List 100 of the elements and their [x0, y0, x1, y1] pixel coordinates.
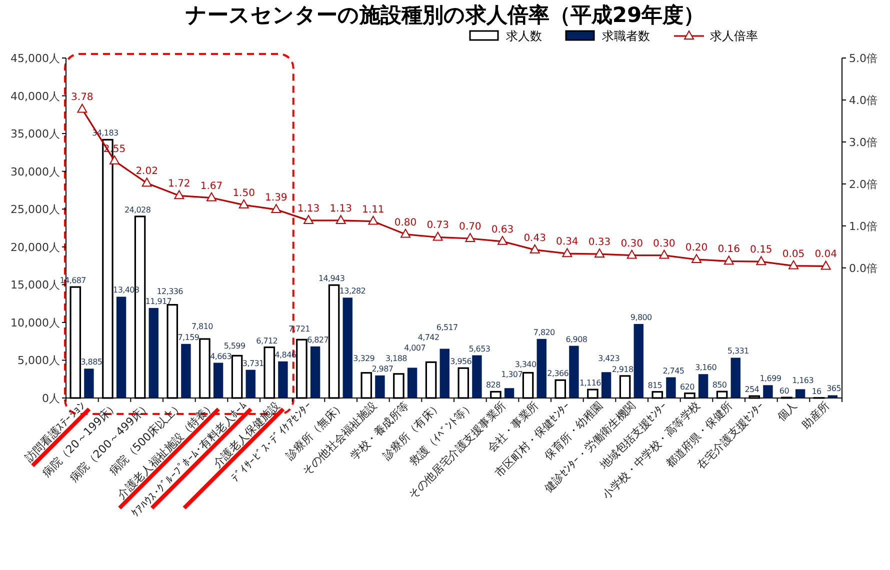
- point: [530, 244, 540, 254]
- bar: [634, 324, 644, 398]
- data-label: 0.05: [782, 248, 805, 260]
- point: [336, 214, 346, 224]
- chart-title: ナースセンターの施設種別の求人倍率（平成29年度）: [185, 3, 705, 27]
- data-label: 1,116: [580, 378, 602, 388]
- point: [659, 250, 670, 259]
- bar: [440, 348, 450, 398]
- point: [465, 232, 476, 242]
- data-label: 3,340: [514, 360, 536, 369]
- data-label: 815: [648, 380, 662, 390]
- y-tick-label: 35,000人: [10, 128, 60, 141]
- bar: [472, 355, 482, 398]
- data-label: 5,331: [727, 346, 750, 356]
- y-tick-label: 10,000人: [10, 316, 60, 330]
- data-label: 4,742: [418, 333, 440, 342]
- data-label: 0.04: [814, 249, 837, 260]
- y2-tick-label: 1.0倍: [849, 220, 878, 233]
- data-label: 850: [712, 380, 727, 390]
- point: [756, 256, 766, 266]
- bar: [730, 358, 740, 398]
- data-label: 16: [812, 386, 822, 396]
- data-label: 1.67: [200, 180, 223, 192]
- point: [238, 199, 249, 208]
- data-label: 11,917: [145, 296, 172, 306]
- data-label: 0.43: [524, 232, 546, 244]
- data-label: 24,028: [124, 205, 151, 214]
- point: [77, 104, 88, 113]
- data-label: 6,908: [566, 334, 588, 344]
- data-label: 0.33: [588, 237, 611, 248]
- data-label: 4,007: [404, 344, 426, 353]
- data-label: 2.02: [136, 166, 158, 178]
- data-label: 1.39: [265, 192, 288, 204]
- bar: [246, 370, 256, 398]
- bar: [148, 308, 158, 398]
- data-label: 3,956: [450, 357, 472, 366]
- legend-label: 求人倍率: [710, 29, 758, 43]
- bar: [666, 377, 676, 398]
- data-label: 1.11: [362, 204, 384, 216]
- point: [724, 256, 734, 265]
- y-tick-label: 45,000人: [10, 52, 60, 65]
- x-tick-label: 助産所: [799, 398, 832, 432]
- data-label: 2,745: [662, 366, 684, 376]
- legend-label: 求職者数: [602, 29, 650, 43]
- point: [304, 214, 314, 224]
- y-tick-label: 40,000人: [10, 90, 60, 103]
- y-tick-label: 15,000人: [10, 278, 60, 292]
- data-label: 1,699: [760, 374, 782, 384]
- data-label: 3,160: [695, 363, 717, 372]
- data-label: 1,163: [792, 376, 814, 386]
- y-tick-label: 20,000人: [10, 240, 60, 254]
- point: [562, 248, 572, 258]
- data-label: 0.16: [718, 244, 740, 256]
- point: [142, 178, 152, 187]
- y2-tick-label: 3.0倍: [849, 136, 878, 149]
- data-label: 5,653: [468, 344, 490, 354]
- data-label: 0.70: [459, 221, 482, 232]
- data-label: 1.13: [297, 203, 320, 214]
- data-label: 4,846: [274, 350, 296, 360]
- x-tick-label: 個人: [774, 398, 800, 424]
- data-label: 0.80: [394, 217, 417, 228]
- bar: [763, 385, 773, 398]
- bar: [536, 338, 546, 398]
- data-label: 3.78: [71, 92, 94, 104]
- data-label: 9,800: [630, 312, 652, 322]
- point: [820, 260, 831, 270]
- point: [400, 228, 410, 238]
- data-label: 0.15: [750, 244, 772, 256]
- data-label: 828: [486, 380, 501, 390]
- point: [594, 248, 604, 258]
- bar: [828, 395, 838, 398]
- data-label: 60: [779, 386, 790, 396]
- bar: [181, 344, 191, 398]
- data-label: 2,987: [372, 364, 394, 374]
- data-label: 6,712: [256, 336, 278, 346]
- bar: [342, 298, 352, 398]
- bar: [698, 374, 708, 398]
- data-label: 2,918: [612, 364, 634, 374]
- data-label: 12,336: [156, 286, 184, 296]
- data-label: 0.63: [491, 224, 514, 236]
- data-label: 0.73: [426, 220, 449, 232]
- point: [788, 260, 798, 270]
- data-label: 7,820: [533, 328, 556, 337]
- data-label: 0.34: [556, 236, 578, 248]
- data-label: 3,423: [598, 354, 620, 364]
- data-label: 0.20: [685, 242, 708, 254]
- data-label: 1.13: [330, 203, 352, 214]
- data-label: 7,810: [192, 322, 214, 331]
- bar: [569, 346, 579, 398]
- data-label: 3,188: [386, 354, 408, 363]
- point: [368, 216, 378, 225]
- data-label: 1.50: [232, 188, 255, 199]
- point: [174, 190, 184, 200]
- bar: [375, 375, 385, 398]
- data-label: 7,159: [178, 332, 200, 342]
- bar: [504, 388, 514, 398]
- data-label: 1,307: [501, 370, 523, 380]
- bar: [310, 346, 320, 398]
- data-label: 3,885: [80, 358, 102, 367]
- data-label: 365: [826, 384, 842, 394]
